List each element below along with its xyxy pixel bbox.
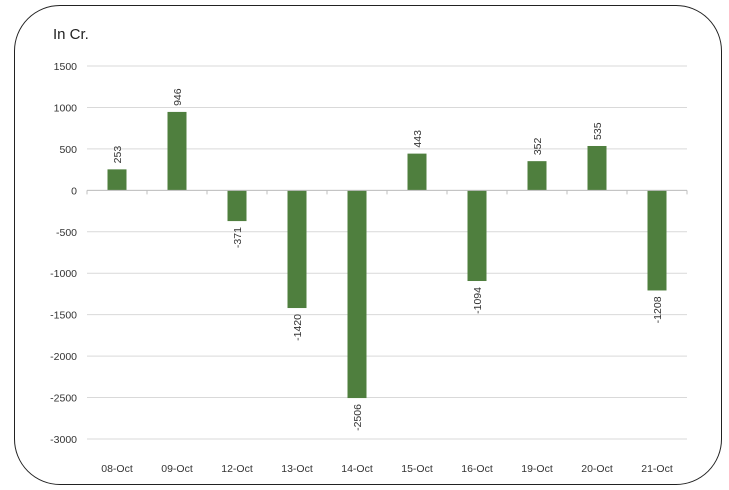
bar xyxy=(527,161,547,191)
data-label: -1208 xyxy=(652,296,664,323)
x-tick-label: 20-Oct xyxy=(581,463,613,475)
y-tick-label: 500 xyxy=(59,144,77,156)
x-tick-label: 16-Oct xyxy=(461,463,493,475)
bar xyxy=(347,190,367,399)
y-tick-label: -500 xyxy=(56,227,77,239)
data-label: -371 xyxy=(232,227,244,248)
y-tick-label: -2000 xyxy=(50,351,77,363)
bar xyxy=(107,169,127,191)
x-tick-label: 12-Oct xyxy=(221,463,253,475)
data-label: 946 xyxy=(172,88,184,106)
data-label: 535 xyxy=(592,122,604,140)
x-tick-label: 09-Oct xyxy=(161,463,193,475)
x-tick-label: 21-Oct xyxy=(641,463,673,475)
x-tick-label: 13-Oct xyxy=(281,463,313,475)
bar xyxy=(287,190,307,309)
bar xyxy=(167,111,187,191)
bar xyxy=(467,190,487,282)
y-tick-label: 1500 xyxy=(54,61,78,73)
x-tick-label: 08-Oct xyxy=(101,463,133,475)
bar xyxy=(647,190,667,291)
data-label: -1420 xyxy=(292,314,304,341)
bar xyxy=(227,190,247,222)
data-label: 253 xyxy=(112,146,124,164)
bar xyxy=(587,145,607,191)
data-label: -1094 xyxy=(472,287,484,314)
x-tick-label: 19-Oct xyxy=(521,463,553,475)
x-tick-label: 14-Oct xyxy=(341,463,373,475)
y-tick-label: 0 xyxy=(71,185,77,197)
y-tick-label: -1000 xyxy=(50,268,77,280)
data-label: -2506 xyxy=(352,404,364,431)
data-label: 443 xyxy=(412,130,424,148)
unit-label: In Cr. xyxy=(53,26,89,43)
data-label: 352 xyxy=(532,137,544,155)
x-tick-label: 15-Oct xyxy=(401,463,433,475)
y-tick-label: -2500 xyxy=(50,393,77,405)
y-tick-label: 1000 xyxy=(54,102,78,114)
chart-frame xyxy=(14,5,722,485)
y-tick-label: -3000 xyxy=(50,434,77,446)
y-tick-label: -1500 xyxy=(50,310,77,322)
bar xyxy=(407,153,427,191)
